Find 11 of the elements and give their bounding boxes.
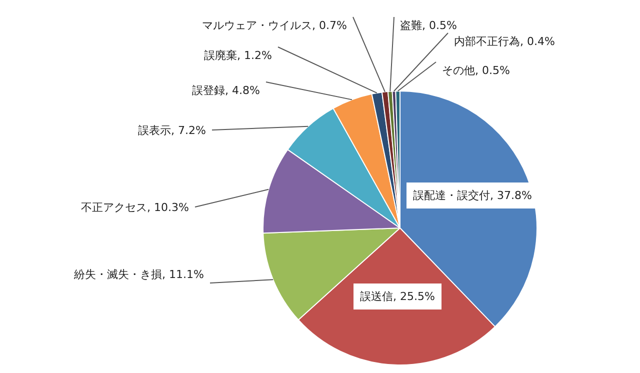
slice-label: 内部不正行為, 0.4% [454, 35, 555, 48]
slice-label: 盗難, 0.5% [400, 19, 457, 32]
slice-label: マルウェア・ウイルス, 0.7% [202, 19, 347, 32]
slice-label: 誤送信, 25.5% [360, 290, 435, 303]
slice-label: 紛失・滅失・き損, 11.1% [73, 268, 204, 281]
slice-label: 誤廃棄, 1.2% [204, 49, 272, 62]
slice-label: 誤表示, 7.2% [138, 124, 206, 137]
slice-label: 誤登録, 4.8% [192, 84, 260, 97]
slice-label: 不正アクセス, 10.3% [81, 201, 189, 214]
slice-label: その他, 0.5% [442, 64, 510, 77]
slice-label: 誤配達・誤交付, 37.8% [413, 189, 532, 202]
